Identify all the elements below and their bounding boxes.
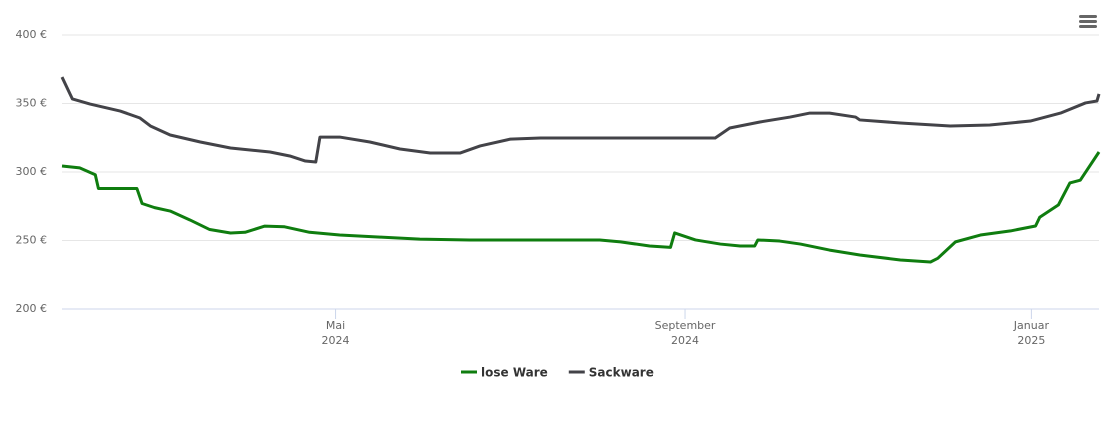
series-line [61, 151, 1101, 264]
x-tick-label: 2025 [1017, 334, 1045, 347]
x-tick-label: Mai [326, 319, 345, 332]
x-tick-label: 2024 [671, 334, 699, 347]
menu-bar [1079, 20, 1097, 23]
series-line [60, 76, 1101, 164]
x-tick-label: Januar [1013, 319, 1050, 332]
menu-bar [1079, 25, 1097, 28]
x-tick-label: September [655, 319, 716, 332]
legend-label[interactable]: Sackware [589, 366, 654, 380]
y-tick-label: 350 € [16, 97, 48, 110]
y-tick-label: 300 € [16, 165, 48, 178]
y-tick-label: 400 € [16, 28, 48, 41]
y-tick-label: 250 € [16, 234, 48, 247]
menu-button[interactable] [1079, 15, 1097, 28]
y-tick-label: 200 € [16, 302, 48, 315]
legend-label[interactable]: lose Ware [481, 366, 548, 380]
menu-bar [1079, 15, 1097, 18]
x-tick-label: 2024 [322, 334, 350, 347]
